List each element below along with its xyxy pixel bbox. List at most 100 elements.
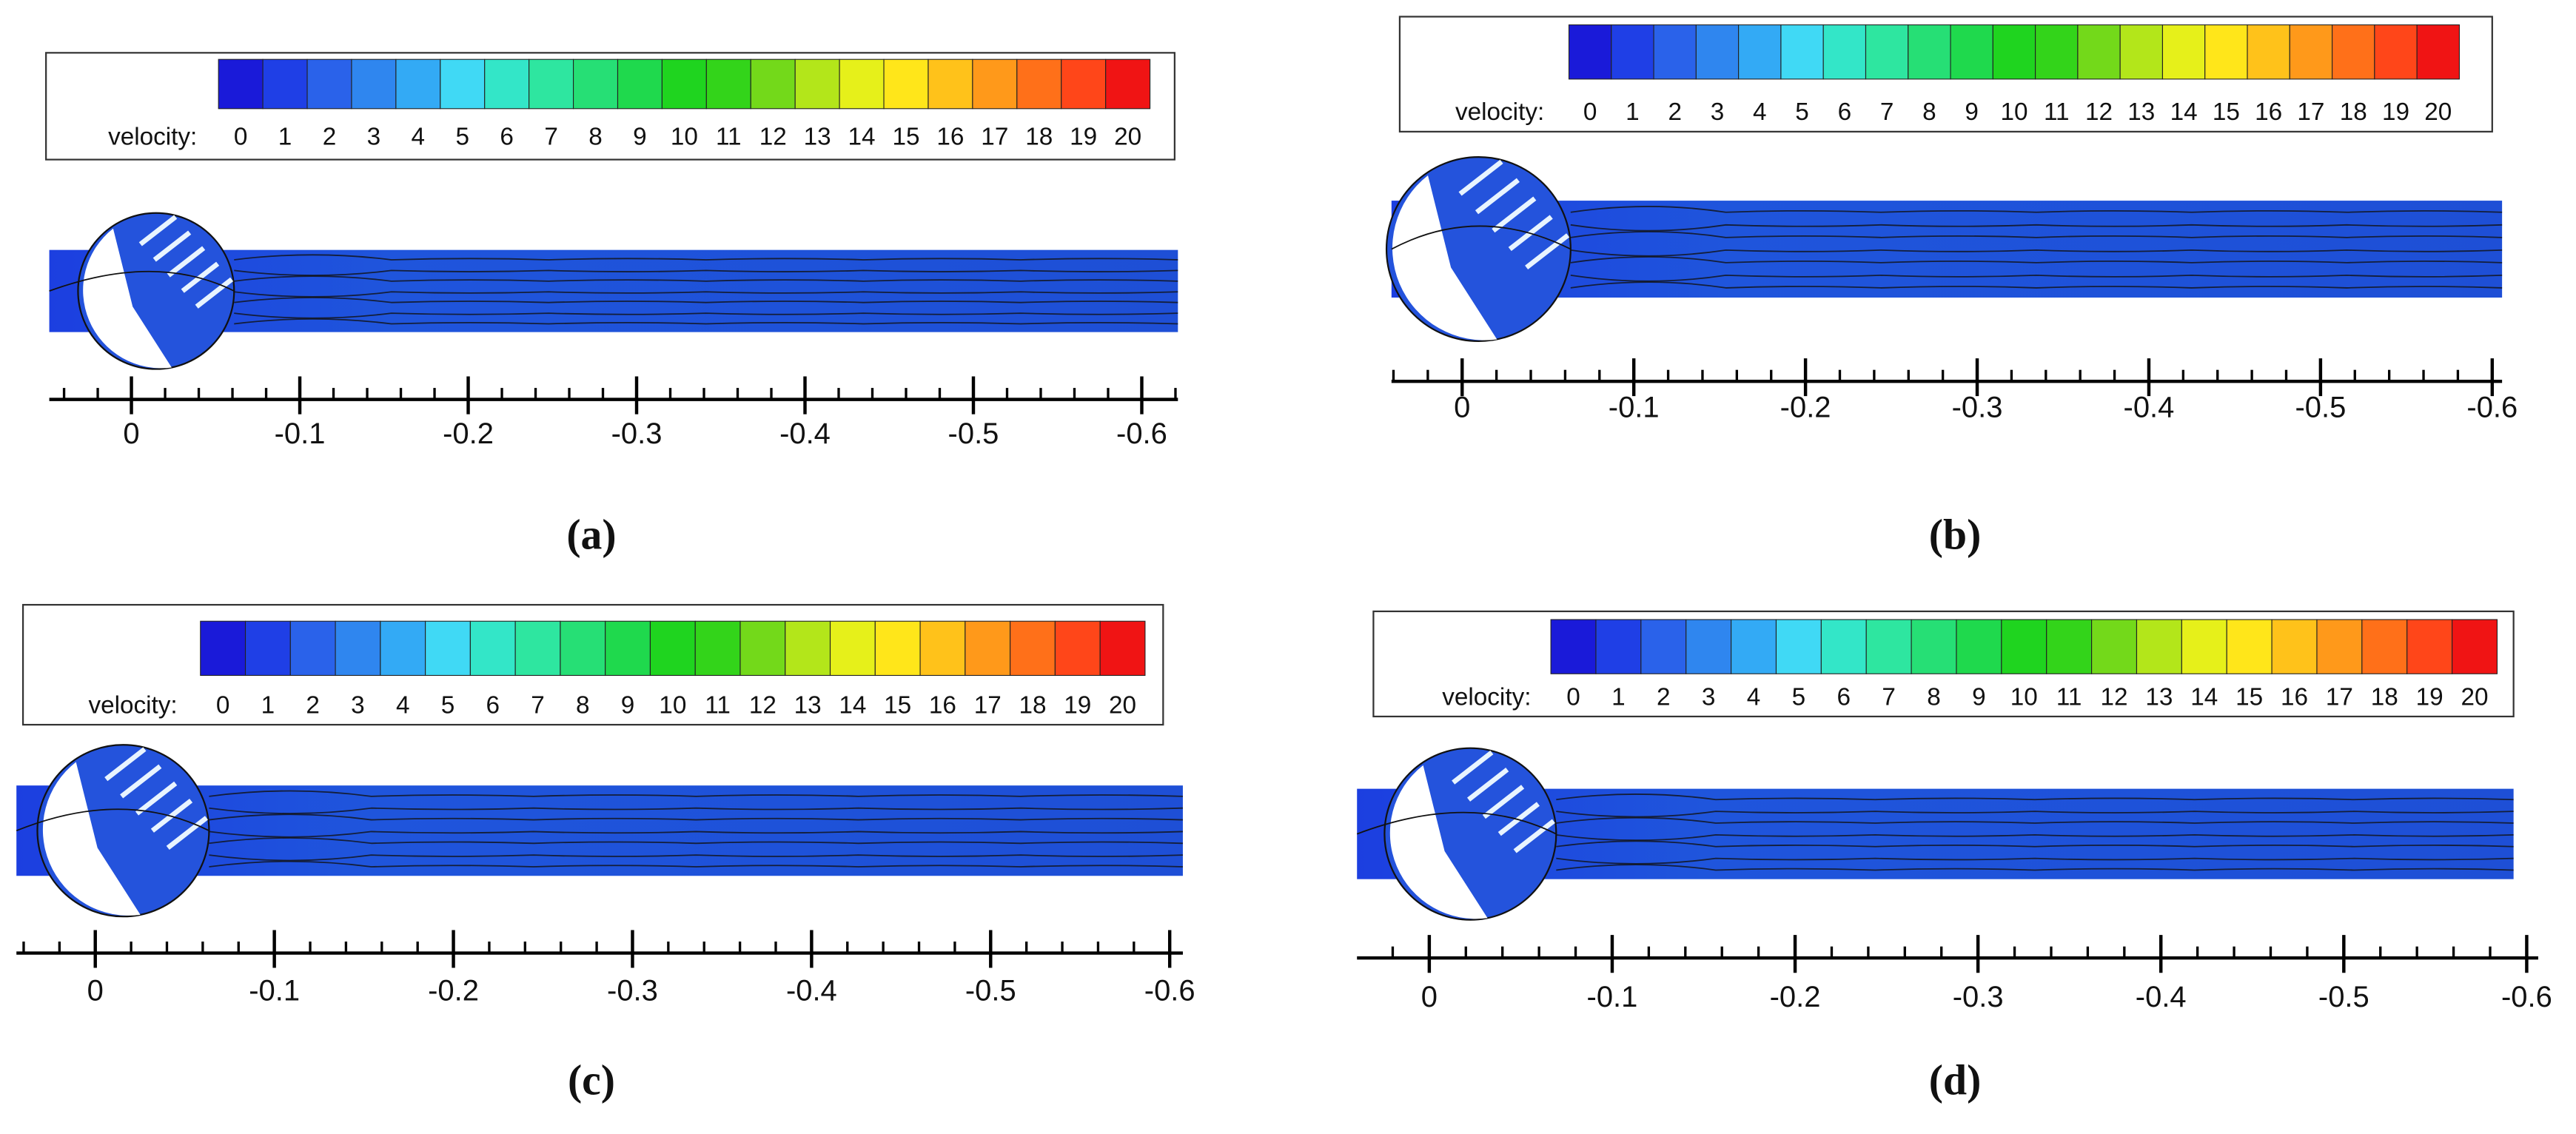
colorbar-cell <box>529 58 574 110</box>
axis-tick-label: -0.6 <box>1144 974 1195 1007</box>
legend-tick-label: 9 <box>1972 683 1986 711</box>
colorbar-cell <box>1780 24 1824 80</box>
axis-tick-label: -0.1 <box>275 417 326 450</box>
colorbar-cell <box>1016 58 1062 110</box>
colorbar-cell <box>2001 619 2047 674</box>
colorbar-cell <box>617 58 663 110</box>
colorbar-cell <box>380 620 426 677</box>
streamline <box>234 318 1178 325</box>
colorbar-cell <box>1731 619 1777 674</box>
colorbar-cell <box>1695 24 1740 80</box>
legend-tick-label: 5 <box>1792 683 1806 711</box>
panel-label: (d) <box>1929 1057 1982 1104</box>
legend-tick-label: 20 <box>1114 124 1141 151</box>
streamline <box>1570 224 2503 232</box>
legend-tick-label: 14 <box>2170 98 2198 126</box>
legend-tick-label: 7 <box>544 124 558 151</box>
colorbar-cell <box>2226 619 2273 674</box>
legend-tick-label: 1 <box>1626 98 1640 126</box>
legend-tick-label: 0 <box>216 691 230 719</box>
valve-slot <box>138 215 178 246</box>
legend-tick-label: 13 <box>2127 98 2155 126</box>
colorbar-cell <box>750 58 796 110</box>
legend-tick-label: 12 <box>2085 98 2113 126</box>
axis-tick-label: -0.6 <box>2501 981 2552 1013</box>
legend-tick-label: 4 <box>1753 98 1767 126</box>
colorbar-cell <box>440 58 486 110</box>
legend-tick-label: 0 <box>234 124 248 151</box>
axis-tick-label: -0.3 <box>607 974 658 1007</box>
valve-slot <box>1492 196 1537 233</box>
colorbar-cell <box>2091 619 2138 674</box>
colorbar-cell <box>1611 24 1654 80</box>
panel-label: (c) <box>568 1057 615 1104</box>
streamline <box>234 275 1178 282</box>
colorbar-cell <box>1956 619 2002 674</box>
streamline <box>1556 840 2514 848</box>
streamline <box>1556 811 2514 818</box>
valve-slot <box>1525 233 1570 270</box>
streamline <box>49 270 235 292</box>
streamline <box>1570 249 2503 257</box>
legend-tick-label: 12 <box>749 691 777 719</box>
streamline <box>1356 811 1557 835</box>
streamline <box>1570 231 2503 238</box>
legend-tick-label: 12 <box>759 124 787 151</box>
streamline <box>1556 833 2514 842</box>
colorbar-cell <box>1820 619 1867 674</box>
streamline <box>209 790 1183 797</box>
axis-tick-label: -0.6 <box>2466 391 2518 423</box>
colorbar-cell <box>306 58 352 110</box>
panel-label: (a) <box>566 512 616 559</box>
legend-tick-label: 6 <box>1837 683 1851 711</box>
legend-tick-label: 15 <box>2213 98 2240 126</box>
colorbar-cell <box>218 58 264 110</box>
colorbar-cell <box>484 58 530 110</box>
streamline <box>209 813 1183 821</box>
colorbar-cell <box>2374 24 2418 80</box>
colorbar-cell <box>560 620 606 677</box>
legend-title: velocity: <box>1455 98 1544 126</box>
colorbar-cell <box>2316 619 2363 674</box>
legend-tick-label: 20 <box>1109 691 1136 719</box>
colorbar-cell <box>2161 24 2206 80</box>
valve-disc <box>1392 175 1497 340</box>
colorbar-cell <box>883 58 929 110</box>
streamline <box>1391 225 1572 250</box>
legend-tick-label: 3 <box>1711 98 1725 126</box>
axis-tick-label: -0.2 <box>1780 391 1831 423</box>
streamline <box>1556 794 2514 801</box>
legend-tick-label: 8 <box>1927 683 1941 711</box>
colorbar-cell <box>1105 58 1151 110</box>
streamline <box>1570 206 2503 213</box>
axis-tick-label: 0 <box>1454 391 1470 423</box>
colorbar-cell <box>2361 619 2408 674</box>
axis-tick-label: -0.2 <box>1770 981 1821 1013</box>
colorbar-cell <box>972 58 1018 110</box>
legend-tick-label: 20 <box>2424 98 2452 126</box>
colorbar-cell <box>928 58 973 110</box>
valve-disc <box>42 762 141 916</box>
legend-tick-label: 8 <box>576 691 590 719</box>
legend-tick-label: 2 <box>323 124 337 151</box>
panel: 0 1 2 3 4 5 6 7 8 9 10 11 12 13 14 15 16 17 18 19 20velocity… <box>45 52 1178 559</box>
legend-tick-label: 19 <box>2416 683 2443 711</box>
colorbar-cell <box>1775 619 1822 674</box>
legend-tick-label: 3 <box>351 691 365 719</box>
legend-tick-label: 9 <box>633 124 647 151</box>
legend-tick-label: 9 <box>1965 98 1979 126</box>
colorbar-cell <box>1061 58 1107 110</box>
panel-label: (b) <box>1929 512 1982 559</box>
legend-tick-label: 4 <box>412 124 426 151</box>
legend-tick-label: 0 <box>1566 683 1580 711</box>
colorbar-cell <box>829 620 876 677</box>
panel: 0 1 2 3 4 5 6 7 8 9 10 11 12 13 14 15 16 17 18 19 20velocity… <box>1356 610 2552 1104</box>
axis-tick-label: -0.4 <box>2136 981 2187 1013</box>
streamline <box>209 860 1183 868</box>
axis-tick-label: -0.5 <box>2295 391 2346 423</box>
colorbar-cell <box>965 620 1011 677</box>
streamline <box>1556 857 2514 865</box>
axis-tick-label: -0.4 <box>2124 391 2175 423</box>
colorbar-cell <box>1595 619 1642 674</box>
